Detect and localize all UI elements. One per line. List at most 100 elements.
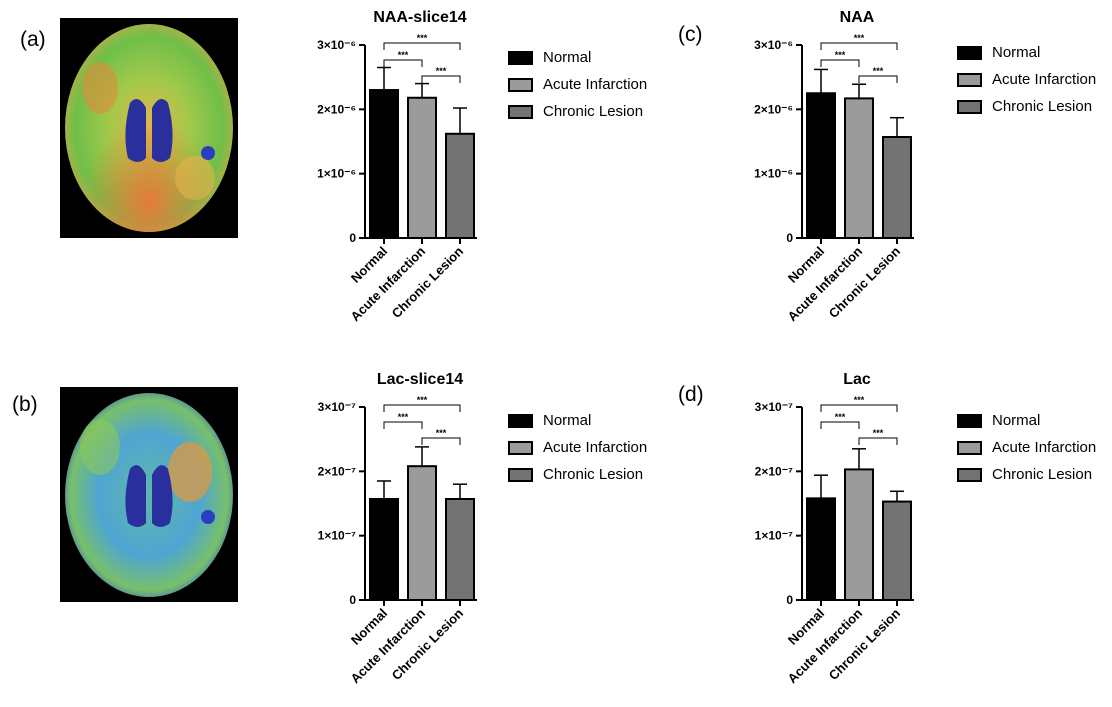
significance-bracket — [820, 42, 898, 50]
bar-normal — [369, 497, 399, 602]
legend-label: Normal — [543, 49, 592, 66]
legend-label: Chronic Lesion — [543, 103, 644, 120]
legend-b: Normal Acute Infarction Chronic Lesion — [508, 407, 688, 488]
bar-acute-infarction — [407, 96, 437, 240]
bar-chronic-lesion — [445, 132, 475, 239]
significance-label: *** — [436, 66, 447, 76]
legend-item-chronic-lesion: Chronic Lesion — [957, 93, 1112, 120]
y-tick-label: 0 — [349, 593, 356, 607]
legend-label: Normal — [992, 412, 1041, 429]
legend-label: Normal — [992, 44, 1041, 61]
significance-bracket — [820, 59, 860, 67]
significance-bracket — [421, 437, 461, 445]
legend-item-acute-infarction: Acute Infarction — [508, 434, 688, 461]
legend-item-acute-infarction: Acute Infarction — [508, 71, 688, 98]
x-tick-label: Chronic Lesion — [389, 605, 467, 683]
significance-label: *** — [854, 33, 865, 43]
legend-item-normal: Normal — [957, 407, 1112, 434]
bar-chronic-lesion — [882, 500, 912, 602]
legend-swatch-chronic-lesion — [957, 467, 982, 482]
x-tick-label: Chronic Lesion — [826, 605, 904, 683]
legend-item-acute-infarction: Acute Infarction — [957, 434, 1112, 461]
legend-label: Acute Infarction — [992, 439, 1097, 456]
significance-bracket — [858, 75, 898, 83]
panel-label-c: (c) — [678, 23, 703, 46]
significance-label: *** — [398, 412, 409, 422]
significance-label: *** — [835, 50, 846, 60]
legend-swatch-normal — [957, 45, 982, 60]
legend-item-chronic-lesion: Chronic Lesion — [508, 98, 688, 125]
significance-bracket — [383, 421, 423, 429]
significance-bracket — [820, 421, 860, 429]
panel-label-a: (a) — [20, 28, 46, 51]
legend-item-normal: Normal — [508, 407, 688, 434]
y-tick-label: 1×10⁻⁶ — [754, 167, 793, 181]
legend-swatch-normal — [508, 413, 533, 428]
legend-item-normal: Normal — [957, 39, 1112, 66]
brain-image-naa — [60, 18, 238, 238]
legend-label: Acute Infarction — [543, 439, 648, 456]
brain-image-lac — [60, 387, 238, 602]
y-tick-label: 3×10⁻⁷ — [318, 400, 356, 414]
y-tick-label: 3×10⁻⁶ — [754, 38, 793, 52]
legend-swatch-acute-infarction — [508, 440, 533, 455]
legend-swatch-acute-infarction — [957, 440, 982, 455]
y-tick-label: 2×10⁻⁶ — [754, 102, 793, 116]
chart-lac-slice14: Lac-slice1401×10⁻⁷2×10⁻⁷3×10⁻⁷NormalAcut… — [318, 371, 477, 686]
legend-label: Acute Infarction — [543, 76, 648, 93]
legend-label: Normal — [543, 412, 592, 429]
legend-label: Chronic Lesion — [992, 98, 1093, 115]
bar-acute-infarction — [407, 465, 437, 602]
significance-label: *** — [873, 66, 884, 76]
x-tick-label: Chronic Lesion — [826, 243, 904, 321]
significance-label: *** — [873, 428, 884, 438]
significance-bracket — [383, 42, 461, 50]
legend-d: Normal Acute Infarction Chronic Lesion — [957, 407, 1112, 488]
y-tick-label: 3×10⁻⁶ — [317, 38, 356, 52]
y-tick-label: 0 — [786, 231, 793, 245]
significance-label: *** — [417, 395, 428, 405]
significance-bracket — [383, 59, 423, 67]
significance-label: *** — [835, 412, 846, 422]
significance-label: *** — [854, 395, 865, 405]
chart-title: Lac-slice14 — [377, 371, 463, 388]
legend-item-chronic-lesion: Chronic Lesion — [508, 461, 688, 488]
legend-swatch-chronic-lesion — [508, 104, 533, 119]
y-tick-label: 1×10⁻⁷ — [318, 529, 356, 543]
significance-label: *** — [398, 50, 409, 60]
significance-bracket — [858, 437, 898, 445]
panel-label-b: (b) — [12, 393, 38, 416]
legend-swatch-acute-infarction — [957, 72, 982, 87]
x-tick-label: Chronic Lesion — [389, 243, 467, 321]
panel-label-d: (d) — [678, 383, 704, 406]
chart-naa-slice14: NAA-slice1401×10⁻⁶2×10⁻⁶3×10⁻⁶NormalAcut… — [317, 9, 477, 324]
y-tick-label: 0 — [349, 231, 356, 245]
significance-bracket — [383, 404, 461, 412]
y-tick-label: 2×10⁻⁷ — [755, 464, 793, 478]
bar-normal — [806, 497, 836, 601]
significance-bracket — [820, 404, 898, 412]
bar-acute-infarction — [844, 97, 874, 239]
legend-label: Acute Infarction — [992, 71, 1097, 88]
significance-label: *** — [417, 33, 428, 43]
legend-item-chronic-lesion: Chronic Lesion — [957, 461, 1112, 488]
legend-label: Chronic Lesion — [992, 466, 1093, 483]
legend-swatch-acute-infarction — [508, 77, 533, 92]
y-tick-label: 2×10⁻⁶ — [317, 102, 356, 116]
legend-item-acute-infarction: Acute Infarction — [957, 66, 1112, 93]
significance-bracket — [421, 75, 461, 83]
chart-title: NAA — [840, 9, 875, 26]
legend-a: Normal Acute Infarction Chronic Lesion — [508, 44, 688, 125]
y-tick-label: 0 — [786, 593, 793, 607]
legend-swatch-chronic-lesion — [957, 99, 982, 114]
y-tick-label: 3×10⁻⁷ — [755, 400, 793, 414]
legend-label: Chronic Lesion — [543, 466, 644, 483]
significance-label: *** — [436, 428, 447, 438]
y-tick-label: 1×10⁻⁷ — [755, 529, 793, 543]
legend-item-normal: Normal — [508, 44, 688, 71]
y-tick-label: 2×10⁻⁷ — [318, 464, 356, 478]
bar-chronic-lesion — [882, 135, 912, 240]
bar-normal — [806, 92, 836, 239]
